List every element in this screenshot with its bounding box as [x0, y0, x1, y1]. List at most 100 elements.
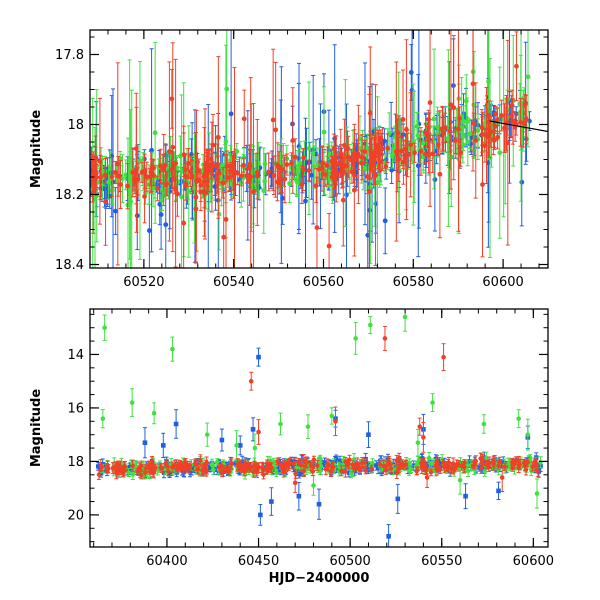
data-point [304, 160, 309, 166]
data-point [509, 113, 514, 119]
top-axis-ticks: 60520 60540 60560 60580 60600 17.8 18 18.2 18.4 [55, 30, 548, 290]
data-point [142, 194, 147, 199]
data-point [366, 467, 371, 472]
data-point [366, 189, 372, 195]
data-point [343, 163, 349, 169]
data-point [120, 176, 125, 182]
data-point [365, 463, 370, 468]
data-point [303, 198, 308, 204]
data-point [215, 135, 221, 140]
data-point [181, 220, 187, 226]
data-point [167, 472, 172, 477]
data-point [340, 169, 346, 175]
data-point [216, 211, 222, 217]
data-point [234, 149, 240, 154]
data-point [169, 167, 175, 172]
data-point [162, 162, 168, 168]
data-point [495, 134, 500, 140]
data-point [254, 173, 260, 179]
data-point [423, 130, 428, 136]
data-point [437, 171, 443, 177]
data-point [160, 443, 166, 448]
data-point [215, 171, 220, 177]
data-point [299, 182, 305, 188]
data-point [316, 501, 322, 507]
data-point [464, 119, 470, 125]
data-point [502, 125, 507, 131]
data-point [415, 163, 421, 169]
data-point [375, 180, 380, 186]
data-point [251, 189, 256, 195]
data-point [173, 421, 179, 427]
data-point [435, 142, 441, 148]
data-point [349, 157, 354, 163]
data-point [422, 151, 428, 157]
data-point [241, 116, 247, 122]
data-point [241, 162, 247, 168]
data-point [538, 459, 543, 465]
data-point [287, 181, 293, 186]
data-point [205, 178, 210, 184]
data-point [103, 185, 109, 191]
data-point [379, 146, 385, 152]
data-point [314, 225, 320, 230]
data-point [372, 157, 377, 163]
data-point [113, 208, 119, 214]
data-point [228, 157, 233, 163]
data-point [134, 213, 140, 219]
data-point [458, 150, 464, 156]
data-point [224, 464, 229, 470]
data-point [142, 440, 148, 446]
data-point [525, 74, 531, 80]
data-point [219, 437, 225, 443]
y-tick-label: 18.2 [55, 188, 84, 203]
top-y-axis-title: Magnitude [29, 110, 44, 189]
data-point [378, 135, 384, 141]
data-point [395, 130, 401, 136]
data-point [239, 173, 245, 179]
data-point [157, 201, 163, 207]
data-point [276, 468, 281, 473]
data-point [148, 169, 154, 175]
data-point [414, 123, 420, 129]
data-point [377, 152, 383, 158]
data-point [127, 464, 132, 470]
data-point [340, 197, 346, 203]
data-point [338, 151, 344, 156]
data-point [351, 187, 357, 193]
data-point [139, 170, 145, 175]
data-point [407, 460, 412, 466]
data-point [230, 163, 235, 169]
data-point [408, 70, 414, 75]
data-point [523, 117, 529, 122]
data-point [277, 460, 282, 466]
data-point [306, 145, 312, 151]
data-point [426, 117, 432, 122]
annotation-line [489, 120, 548, 133]
data-point [367, 184, 373, 190]
data-point [402, 146, 408, 152]
y-tick-label: 17.8 [55, 48, 84, 63]
data-point [441, 130, 446, 136]
data-point [485, 131, 491, 137]
data-point [429, 461, 434, 466]
data-point [398, 148, 404, 154]
data-point [426, 455, 432, 461]
data-point [321, 129, 327, 135]
data-point [123, 172, 129, 178]
data-point [447, 128, 453, 134]
data-point [106, 179, 111, 185]
data-point [296, 493, 302, 499]
data-point [274, 470, 279, 476]
data-point [198, 189, 204, 195]
data-point [115, 173, 121, 179]
data-point [256, 354, 261, 360]
data-point [480, 182, 485, 187]
data-point [155, 186, 161, 191]
data-point [395, 496, 401, 502]
data-point [465, 139, 471, 145]
data-point [289, 459, 294, 464]
data-point [103, 199, 108, 205]
data-point [290, 138, 296, 143]
